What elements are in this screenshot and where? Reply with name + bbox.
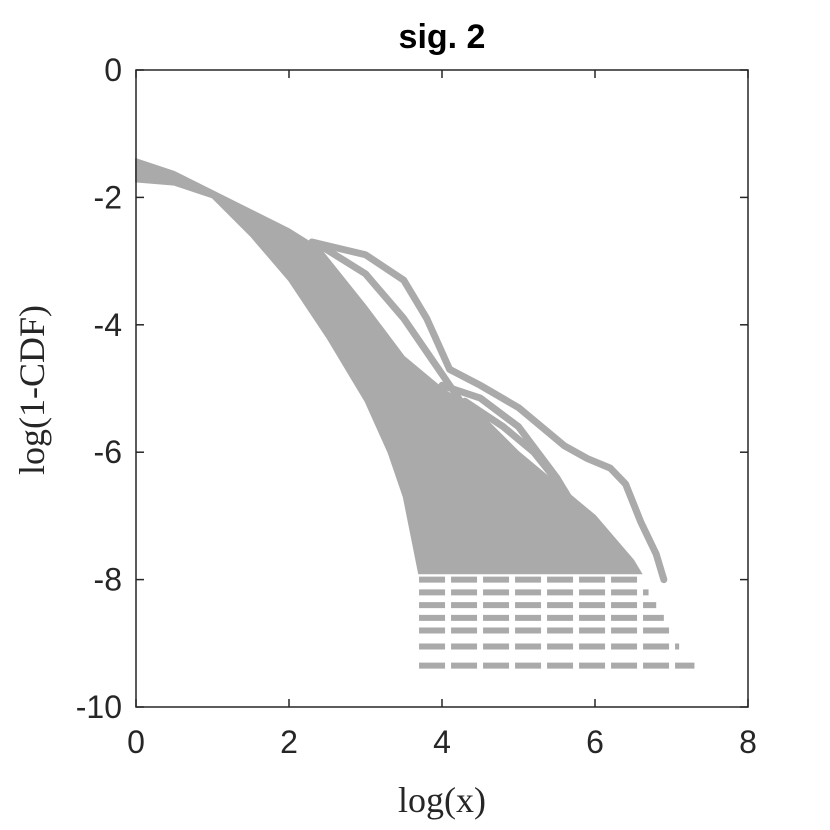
y-tick-label: -10	[76, 689, 122, 725]
y-tick-label: -6	[94, 434, 122, 470]
plot-area	[135, 69, 749, 708]
series-line-2	[308, 238, 668, 584]
series-line-5	[430, 385, 568, 545]
data-band	[135, 157, 643, 575]
x-tick-label: 4	[433, 724, 451, 760]
y-axis: 0 -2 -4 -6 -8 -10	[76, 52, 748, 725]
x-tick-label: 8	[739, 724, 757, 760]
y-tick-label: -2	[94, 179, 122, 215]
y-tick-label: 0	[104, 52, 122, 88]
series-line-4	[461, 397, 599, 545]
y-axis-label: log(1-CDF)	[12, 305, 52, 475]
x-axis: 0 2 4 6 8	[127, 70, 757, 760]
x-tick-label: 6	[586, 724, 604, 760]
y-tick-label: -8	[94, 562, 122, 598]
x-axis-label: log(x)	[398, 780, 486, 820]
y-tick-label: -4	[94, 307, 122, 343]
x-tick-label: 2	[280, 724, 298, 760]
chart-title: sig. 2	[399, 18, 486, 56]
x-tick-label: 0	[127, 724, 145, 760]
